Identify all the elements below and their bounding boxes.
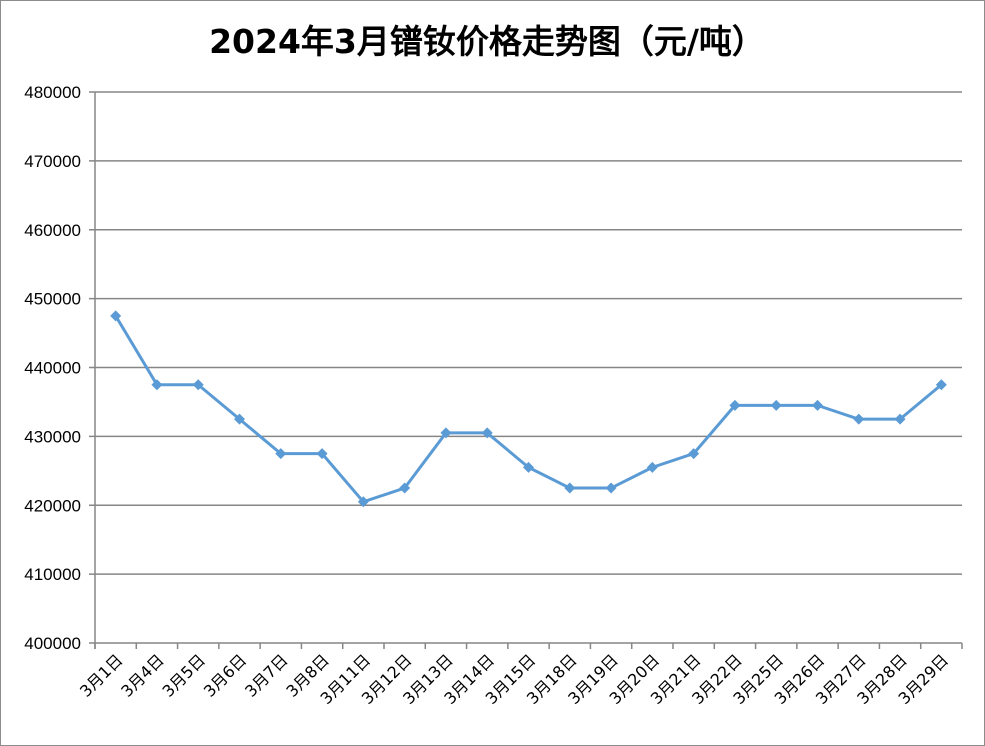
grid-lines bbox=[89, 91, 962, 644]
data-point bbox=[399, 482, 411, 494]
y-tick-label: 450000 bbox=[24, 290, 81, 309]
y-tick-label: 480000 bbox=[24, 83, 81, 102]
y-tick-label: 440000 bbox=[24, 359, 81, 378]
data-point bbox=[110, 310, 122, 322]
x-tick-label: 3月5日 bbox=[159, 650, 209, 700]
data-point bbox=[275, 448, 287, 460]
data-point bbox=[523, 461, 534, 473]
data-point bbox=[646, 461, 658, 473]
data-point bbox=[234, 413, 245, 425]
x-tick-label: 3月6日 bbox=[200, 650, 250, 700]
x-tick-label: 3月4日 bbox=[117, 650, 167, 700]
data-point bbox=[192, 379, 204, 391]
x-tick-label: 3月1日 bbox=[76, 650, 126, 700]
y-tick-label: 460000 bbox=[24, 221, 81, 240]
y-tick-labels: 400000 410000 420000 430000 440000 450000 4600… bbox=[24, 83, 81, 653]
data-point bbox=[935, 379, 947, 391]
y-tick-label: 420000 bbox=[24, 496, 81, 515]
data-point bbox=[316, 448, 328, 460]
data-point bbox=[853, 413, 865, 425]
x-tick-label: 3月7日 bbox=[241, 650, 291, 700]
x-tick-labels: 3月1日3月4日3月5日3月6日3月7日3月8日3月11日3月12日3月13日3… bbox=[76, 650, 952, 708]
y-tick-label: 430000 bbox=[24, 427, 81, 446]
y-tick-label: 410000 bbox=[24, 565, 81, 584]
data-point bbox=[564, 482, 576, 494]
data-point bbox=[357, 496, 369, 508]
data-point bbox=[770, 399, 782, 411]
data-point bbox=[151, 379, 163, 391]
y-tick-label: 400000 bbox=[24, 634, 81, 653]
data-point bbox=[605, 482, 617, 494]
axes bbox=[94, 92, 963, 649]
series-layer bbox=[110, 310, 947, 508]
data-point bbox=[812, 399, 823, 411]
y-tick-label: 470000 bbox=[24, 152, 81, 171]
chart-title: 2024年3月镨钕价格走势图（元/吨） bbox=[209, 22, 765, 61]
data-point bbox=[440, 427, 452, 439]
data-point bbox=[729, 399, 741, 411]
data-point bbox=[894, 413, 906, 425]
data-point bbox=[481, 427, 493, 439]
data-point bbox=[688, 448, 700, 460]
